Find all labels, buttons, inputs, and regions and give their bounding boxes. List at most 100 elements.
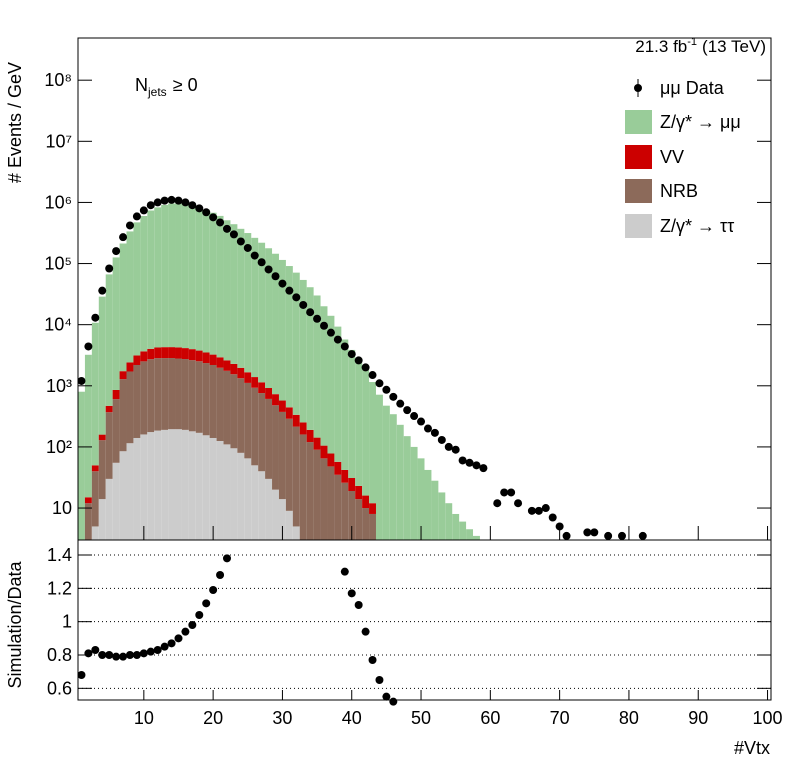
data-point xyxy=(292,293,301,302)
x-tick-label: 30 xyxy=(272,708,292,728)
lumi-label: 21.3 fb-1 (13 TeV) xyxy=(635,36,766,56)
ratio-frame xyxy=(77,539,772,701)
histogram-bar xyxy=(175,429,182,540)
histogram-bar xyxy=(306,429,314,443)
data-point xyxy=(195,204,204,213)
histogram-bar xyxy=(424,469,432,540)
ratio-y-axis-title: Simulation/Data xyxy=(5,560,25,688)
histogram-bar xyxy=(119,451,127,540)
histogram-bar xyxy=(84,503,92,540)
y-tick-label: 10⁵ xyxy=(45,254,72,274)
histogram-bar xyxy=(285,418,293,511)
data-point xyxy=(493,499,502,508)
ratio-point xyxy=(195,611,204,619)
histogram-bar xyxy=(445,503,453,540)
data-point xyxy=(216,218,225,227)
histogram-bar xyxy=(161,358,169,430)
y-tick-label: 10 xyxy=(52,498,72,518)
histogram-bar xyxy=(147,210,155,349)
data-point xyxy=(396,399,405,408)
histogram-bar xyxy=(244,382,252,459)
histogram-bar xyxy=(313,295,321,438)
ratio-point xyxy=(84,649,93,658)
histogram-bar xyxy=(126,362,134,372)
x-tick-label: 60 xyxy=(480,708,500,728)
data-point xyxy=(174,196,183,205)
ratio-point xyxy=(340,567,349,576)
ratio-point xyxy=(167,639,176,648)
histogram-bar xyxy=(285,266,293,408)
lumi-rest: (13 TeV) xyxy=(702,37,766,56)
data-point xyxy=(271,272,280,281)
histogram-bar xyxy=(355,357,363,486)
histogram-bar xyxy=(223,370,231,445)
data-point xyxy=(236,237,245,246)
histogram-bar xyxy=(466,529,474,540)
histogram-bar xyxy=(223,444,231,540)
histogram-bar xyxy=(285,407,293,419)
data-point xyxy=(507,488,516,497)
histogram-bar xyxy=(278,400,286,412)
data-point xyxy=(417,417,426,426)
histogram-bar xyxy=(195,432,203,540)
ratio-point xyxy=(160,642,169,651)
histogram-bar xyxy=(216,357,224,368)
histogram-bar xyxy=(91,465,99,472)
x-tick-label: 100 xyxy=(753,708,783,728)
data-point xyxy=(77,376,86,385)
y-tick-label: 10⁶ xyxy=(45,192,72,212)
histogram-bar xyxy=(403,436,411,540)
histogram-bar xyxy=(133,364,141,438)
data-point xyxy=(583,528,592,537)
legend-label: Z/γ* → ττ xyxy=(660,216,734,236)
y-axis-title: # Events / GeV xyxy=(5,62,25,183)
histogram-bar xyxy=(202,435,210,540)
histogram-bar xyxy=(265,388,273,399)
data-point xyxy=(326,328,335,337)
histogram-bar xyxy=(140,216,148,352)
histogram-bar xyxy=(362,495,370,509)
histogram-bar xyxy=(209,212,217,355)
data-point xyxy=(527,506,536,515)
histogram-bar xyxy=(410,446,418,540)
data-point xyxy=(250,251,259,260)
histogram-bar xyxy=(334,474,342,540)
histogram-bar xyxy=(195,350,203,362)
lumi-sup: -1 xyxy=(687,36,697,48)
histogram-bar xyxy=(195,361,203,433)
histogram-bar xyxy=(147,359,155,433)
histogram-bar xyxy=(105,478,113,540)
legend-swatch xyxy=(625,110,652,134)
ratio-point xyxy=(125,651,134,659)
histogram-bar xyxy=(265,248,273,389)
ratio-point xyxy=(112,652,121,661)
data-point xyxy=(618,531,627,540)
data-point xyxy=(146,201,155,210)
data-point xyxy=(430,428,439,437)
histogram-bar xyxy=(98,499,106,540)
y-tick-label: 10³ xyxy=(46,376,72,396)
data-point xyxy=(202,208,211,217)
data-point xyxy=(160,196,169,205)
ratio-point xyxy=(153,646,162,654)
data-point xyxy=(500,488,509,497)
ratio-point xyxy=(347,589,356,598)
ratio-point xyxy=(139,649,148,658)
ratio-point xyxy=(222,554,231,563)
data-point xyxy=(340,342,349,351)
histogram-bar xyxy=(84,497,92,504)
data-point xyxy=(347,350,356,359)
data-point xyxy=(153,198,162,207)
ratio-point xyxy=(382,692,391,701)
histogram-bar xyxy=(272,489,279,540)
legend-swatch xyxy=(625,179,652,203)
data-point xyxy=(98,286,107,295)
histogram-bar xyxy=(216,440,224,540)
histogram-bar xyxy=(369,382,376,504)
histogram-bar xyxy=(91,471,99,527)
legend-label: VV xyxy=(660,147,684,167)
data-point xyxy=(299,300,308,309)
y-tick-label: 10² xyxy=(46,437,72,457)
histogram-bar xyxy=(382,405,390,540)
